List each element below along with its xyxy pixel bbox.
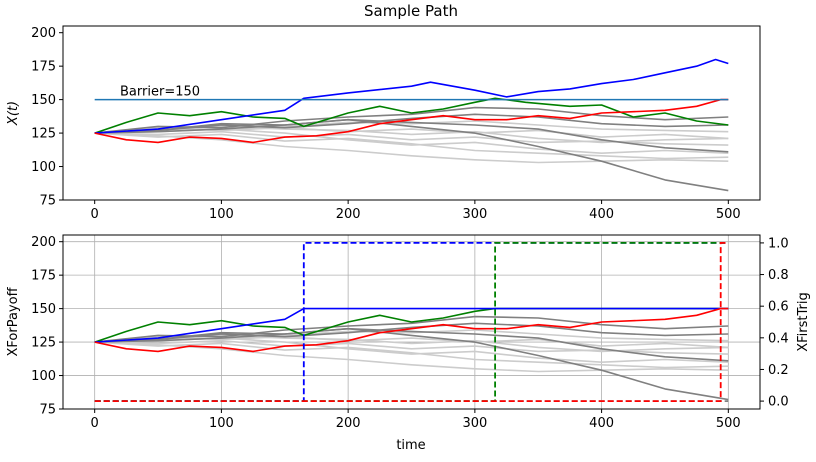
right-y-tick-label: 0.0	[768, 395, 789, 410]
top-series-group	[94, 58, 729, 192]
y-tick-label: 100	[31, 160, 56, 175]
top-y-ticks: 75 100 125 150 175 200	[31, 26, 63, 209]
right-y-tick-label: 0.2	[768, 363, 789, 378]
bottom-right-y-ticks: 0.0 0.2 0.4 0.6 0.8 1.0	[760, 236, 789, 410]
x-tick-label: 0	[91, 416, 99, 431]
x-tick-label: 500	[716, 416, 741, 431]
series-line-gray-6	[94, 132, 729, 160]
chart-title: Sample Path	[364, 2, 458, 20]
right-y-tick-label: 0.6	[768, 300, 789, 315]
y-tick-label: 75	[39, 194, 56, 209]
y-tick-label: 75	[39, 403, 56, 418]
y-tick-label: 125	[31, 336, 56, 351]
x-tick-label: 300	[462, 207, 487, 222]
x-tick-label: 500	[716, 207, 741, 222]
series-line-dark-3	[94, 322, 729, 343]
series-line-green	[94, 97, 729, 134]
right-y-tick-label: 1.0	[768, 236, 789, 251]
right-y-tick-label: 0.4	[768, 331, 789, 346]
bottom-right-y-axis-label: XFirstTrig	[796, 292, 811, 352]
series-line-dark-4	[94, 327, 729, 362]
bottom-trigger-group	[94, 241, 729, 403]
trigger-line-trig-red	[94, 241, 729, 403]
x-tick-label: 400	[589, 207, 614, 222]
barrier-annotation: Barrier=150	[120, 85, 200, 100]
top-plot-frame	[62, 25, 761, 201]
bottom-plot-frame	[62, 234, 761, 410]
series-line-gray-1	[94, 132, 729, 164]
top-x-ticks: 0 100 200 300 400 500	[91, 200, 741, 222]
x-tick-label: 100	[209, 207, 234, 222]
series-line-dark-3	[94, 113, 729, 134]
bottom-x-ticks: 0 100 200 300 400 500	[91, 409, 741, 431]
y-tick-label: 100	[31, 369, 56, 384]
y-tick-label: 175	[31, 269, 56, 284]
bottom-series-group	[94, 307, 729, 401]
series-line-red	[94, 307, 729, 353]
series-line-dark-1	[94, 118, 729, 192]
y-tick-label: 175	[31, 60, 56, 75]
y-tick-label: 150	[31, 93, 56, 108]
series-line-gray-6	[94, 341, 729, 369]
y-tick-label: 200	[31, 235, 56, 250]
x-tick-label: 100	[209, 416, 234, 431]
x-tick-label: 300	[462, 416, 487, 431]
series-line-red	[94, 98, 729, 144]
bottom-y-ticks: 75 100 125 150 175 200	[31, 235, 63, 418]
series-line-gray-1	[94, 341, 729, 373]
y-tick-label: 200	[31, 26, 56, 41]
y-tick-label: 150	[31, 302, 56, 317]
x-tick-label: 400	[589, 416, 614, 431]
y-tick-label: 125	[31, 127, 56, 142]
right-y-tick-label: 0.8	[768, 268, 789, 283]
bottom-y-axis-label: XForPayoff	[6, 286, 21, 356]
top-chart-panel: Sample Path 0 100 200 300 400 500 75 100 125 150…	[6, 2, 761, 222]
x-tick-label: 0	[91, 207, 99, 222]
x-tick-label: 200	[336, 416, 361, 431]
series-line-dark-1	[94, 327, 729, 401]
series-line-blue	[94, 58, 729, 134]
series-line-blue	[94, 307, 729, 343]
bottom-x-axis-label: time	[396, 438, 425, 453]
x-tick-label: 200	[336, 207, 361, 222]
top-y-axis-label: X(t)	[6, 101, 21, 126]
series-line-dark-4	[94, 118, 729, 153]
